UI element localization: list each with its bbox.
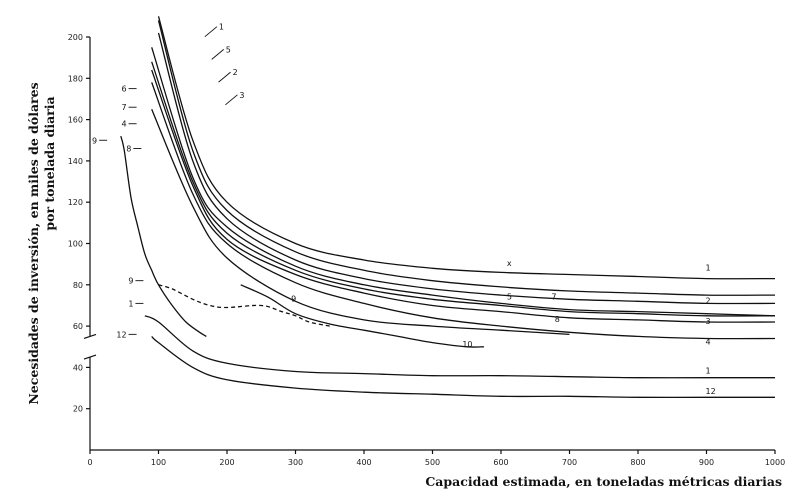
series-line-9: [158, 284, 330, 327]
curve-label: 4: [706, 338, 711, 347]
curve-label: 5: [507, 292, 512, 301]
series-line-2: [157, 32, 776, 305]
curve-label: 9: [128, 277, 133, 286]
series-line-5: [157, 20, 776, 296]
curve-label: 7: [551, 292, 556, 301]
curve-label: 7: [121, 103, 126, 112]
y-tick-label: 140: [68, 157, 83, 166]
curve-label-leader: [225, 94, 238, 106]
curve-label: 12: [706, 387, 716, 396]
curve-label: 3: [239, 91, 244, 100]
x-tick-label: 600: [493, 458, 508, 467]
curve-label: 12: [116, 330, 126, 339]
y-tick-label: 60: [73, 322, 83, 331]
curve-label: 8: [126, 145, 131, 154]
curves: [120, 16, 776, 399]
series-line-12: [151, 335, 775, 399]
y-tick-label: 120: [68, 198, 83, 207]
y-tick-label: 20: [73, 405, 83, 414]
x-tick-label: 0: [87, 458, 92, 467]
curve-label-leader: [211, 49, 225, 60]
x-tick-label: 100: [151, 458, 166, 467]
x-tick-label: 200: [219, 458, 234, 467]
series-line-10: [240, 284, 484, 348]
curve-label-leader: [204, 26, 218, 38]
curve-label: 2: [233, 68, 238, 77]
curve-label: 1: [219, 23, 224, 32]
x-tick-label: 900: [699, 458, 714, 467]
series-line-4: [151, 82, 776, 340]
curve-label: 1: [706, 367, 711, 376]
y-tick-label: 160: [68, 116, 83, 125]
curve-label: 8: [555, 315, 560, 324]
curve-label: 5: [226, 45, 231, 54]
series-line-3: [151, 69, 776, 323]
series-line-1: [157, 16, 776, 280]
series-line-9: [120, 135, 207, 337]
x-tick-label: 700: [562, 458, 577, 467]
curve-label: 9: [291, 294, 296, 303]
x-tick-label: 500: [425, 458, 440, 467]
axis-break-mark-upper: [83, 333, 97, 339]
x-axis-title: Capacidad estimada, en toneladas métrica…: [425, 474, 782, 489]
x-tick-label: 800: [630, 458, 645, 467]
series-line-7: [151, 61, 776, 317]
series-line-6: [151, 47, 776, 317]
y-tick-label: 80: [73, 281, 83, 290]
curve-label: 6: [121, 85, 126, 94]
series-line-8: [151, 109, 570, 336]
curve-label: 10: [462, 340, 472, 349]
axis-break-mark-lower: [83, 354, 97, 360]
x-tick-label: 1000: [765, 458, 785, 467]
y-tick-label: 40: [73, 363, 83, 372]
y-tick-label: 100: [68, 240, 83, 249]
y-tick-label: 200: [68, 33, 83, 42]
axes: 20 40 60 80 100 120 140 160 180 200 0 100 200 300 400 5…: [68, 33, 785, 467]
curve-label-leader: [218, 71, 231, 83]
series-line-11: [144, 315, 775, 379]
y-tick-label: 180: [68, 74, 83, 83]
curve-label: 4: [121, 120, 126, 129]
x-tick-label: 400: [356, 458, 371, 467]
curve-label: 2: [706, 296, 711, 305]
x-tick-label: 300: [288, 458, 303, 467]
curve-label: x: [507, 259, 512, 268]
curve-label: 3: [706, 317, 711, 326]
curve-label: 1: [128, 299, 133, 308]
curve-label: 1: [706, 263, 711, 272]
curve-label: 9: [92, 136, 97, 145]
y-axis-title-line1: Necesidades de inversión, en miles de dó…: [26, 82, 41, 404]
y-axis-title-line2: por tonelada diaria: [42, 96, 57, 230]
